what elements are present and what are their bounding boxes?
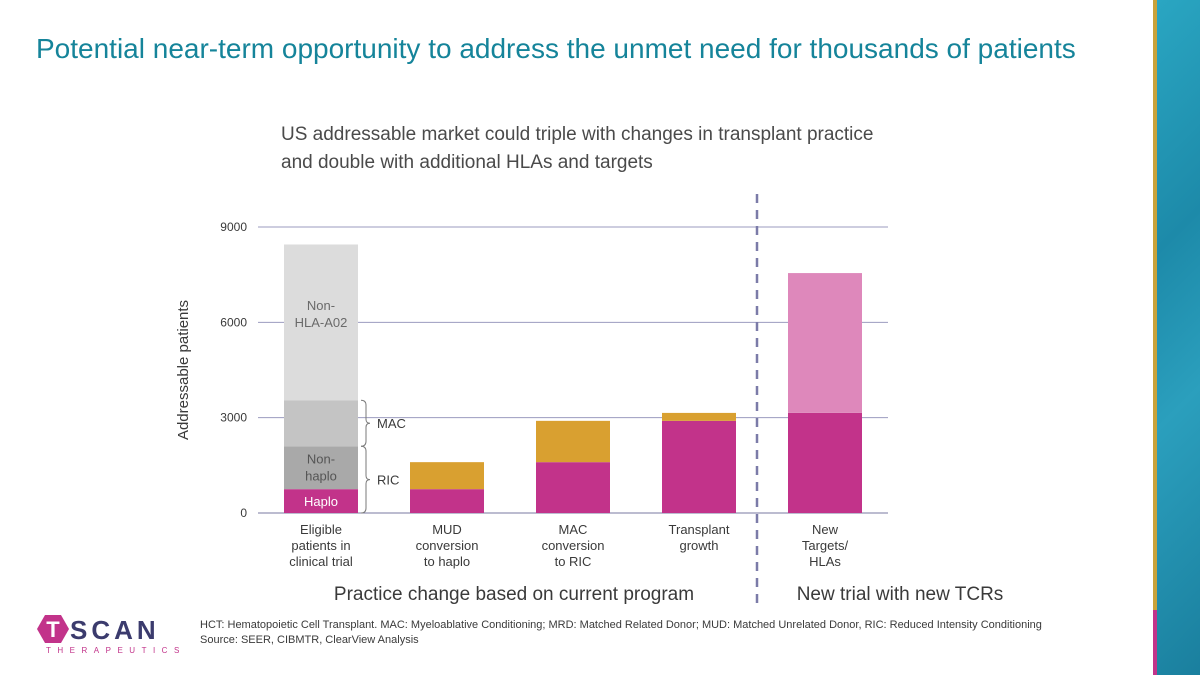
bar-2-segment-1 xyxy=(536,420,610,463)
category-label-1-line0: MUD xyxy=(432,522,462,537)
bar-4-segment-0 xyxy=(788,412,862,513)
bar-0-segment-3 xyxy=(284,244,358,401)
category-label-2-line0: MAC xyxy=(559,522,588,537)
brace-label-ric: RIC xyxy=(377,473,399,488)
logo-letter: T xyxy=(46,617,60,642)
brace-mac xyxy=(360,399,371,447)
footnote: HCT: Hematopoietic Cell Transplant. MAC:… xyxy=(200,618,1150,648)
footnote-abbreviations: HCT: Hematopoietic Cell Transplant. MAC:… xyxy=(200,619,1042,631)
slide-title: Potential near-term opportunity to addre… xyxy=(36,33,1076,64)
side-accent-gold xyxy=(1153,0,1157,675)
tscan-logo: T SCAN THERAPEUTICS xyxy=(36,612,179,657)
segment-label-non-haplo-line1: Non- xyxy=(307,452,335,467)
bar-1-segment-0 xyxy=(410,489,484,513)
bar-0-segment-2 xyxy=(284,400,358,447)
bar-0-segment-0 xyxy=(284,489,358,513)
segment-label-non-hla-line1: Non- xyxy=(307,298,335,313)
y-tick-label-0: 0 xyxy=(240,506,247,520)
bar-0-segment-1 xyxy=(284,446,358,490)
category-label-3-line0: Transplant xyxy=(669,522,730,537)
category-label-2-line2: to RIC xyxy=(555,554,592,569)
category-label-3-line1: growth xyxy=(679,538,718,553)
group-label-practice-change: Practice change based on current program xyxy=(334,584,694,605)
chart-subtitle: US addressable market could triple with … xyxy=(281,124,874,173)
category-label-4-line1: Targets/ xyxy=(802,538,849,553)
category-label-0-line2: clinical trial xyxy=(289,554,353,569)
brace-ric xyxy=(360,445,371,514)
side-accent-blue xyxy=(1157,0,1200,675)
logo-tagline: THERAPEUTICS xyxy=(46,646,186,655)
category-label-4-line2: HLAs xyxy=(809,554,841,569)
bar-3-segment-0 xyxy=(662,420,736,513)
category-label-1-line2: to haplo xyxy=(424,554,470,569)
addressable-patients-chart: 0 3000 6000 9000 Addressable patients Haplo No… xyxy=(175,194,1004,610)
y-tick-label-3000: 3000 xyxy=(220,411,247,425)
y-axis-label: Addressable patients xyxy=(175,300,192,440)
category-label-1-line1: conversion xyxy=(416,538,479,553)
bar-2-segment-0 xyxy=(536,462,610,513)
segment-label-haplo: Haplo xyxy=(304,494,338,509)
bar-1-segment-1 xyxy=(410,462,484,490)
y-tick-label-6000: 6000 xyxy=(220,315,247,329)
y-tick-label-9000: 9000 xyxy=(220,220,247,234)
category-label-0-line0: Eligible xyxy=(300,522,342,537)
category-label-0-line1: patients in xyxy=(291,538,350,553)
category-label-2-line1: conversion xyxy=(542,538,605,553)
bar-3-segment-1 xyxy=(662,412,736,421)
logo-hexagon-icon: T xyxy=(37,615,69,643)
segment-label-non-hla-line2: HLA-A02 xyxy=(295,315,348,330)
segment-label-non-haplo-line2: haplo xyxy=(305,469,337,484)
brace-label-mac: MAC xyxy=(377,416,406,431)
logo-wordmark: SCAN xyxy=(70,615,160,645)
bar-4-segment-1 xyxy=(788,273,862,413)
group-label-new-trial: New trial with new TCRs xyxy=(797,584,1004,605)
side-accent-pink xyxy=(1153,610,1157,675)
footnote-source: Source: SEER, CIBMTR, ClearView Analysis xyxy=(200,634,419,646)
category-label-4-line0: New xyxy=(812,522,839,537)
